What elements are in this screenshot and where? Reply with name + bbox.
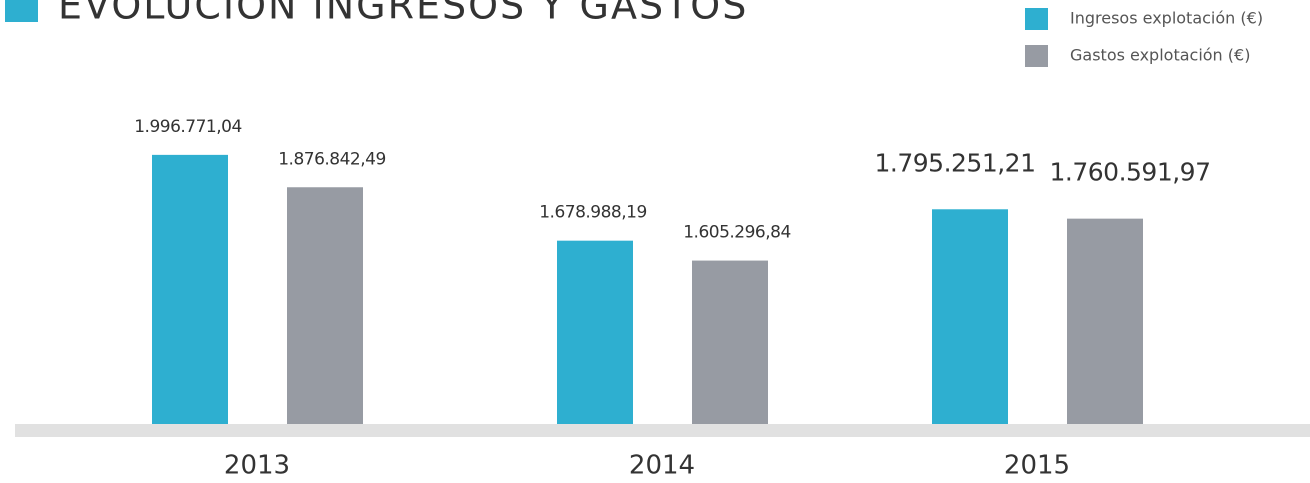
legend-swatch	[1025, 45, 1048, 67]
legend-label: Gastos explotación (€)	[1070, 46, 1250, 65]
x-tick-label: 2013	[224, 451, 290, 481]
value-label: 1.605.296,84	[683, 223, 791, 243]
bar	[287, 187, 363, 424]
x-tick-label: 2014	[629, 451, 695, 481]
value-label: 1.996.771,04	[134, 117, 242, 137]
value-label: 1.795.251,21	[875, 148, 1036, 177]
value-label: 1.678.988,19	[539, 203, 647, 223]
bar	[692, 260, 768, 424]
title-icon	[5, 0, 38, 22]
value-label: 1.876.842,49	[278, 149, 386, 169]
bar	[152, 154, 228, 424]
bar	[932, 209, 1008, 424]
value-label: 1.760.591,97	[1050, 158, 1211, 187]
legend-label: Ingresos explotación (€)	[1070, 9, 1263, 28]
x-tick-label: 2015	[1004, 451, 1070, 481]
chart-title: EVOLUCIÓN INGRESOS Y GASTOS	[58, 0, 748, 28]
bar	[557, 240, 633, 424]
bar	[1067, 218, 1143, 424]
baseline-band	[15, 424, 1310, 437]
legend-swatch	[1025, 8, 1048, 30]
